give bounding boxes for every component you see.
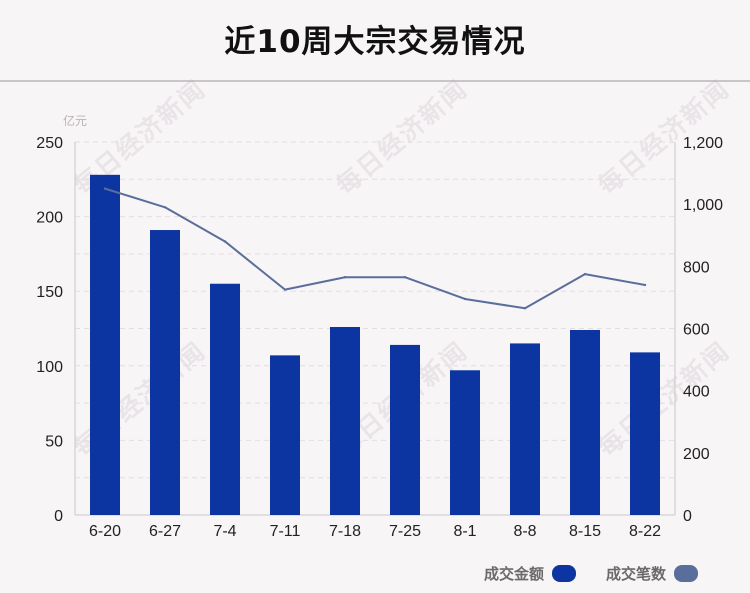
bar	[390, 344, 420, 515]
y-right-tick-label: 200	[683, 446, 710, 463]
count-point	[163, 206, 167, 209]
x-tick-label: 7-11	[270, 523, 301, 540]
count-point	[223, 240, 227, 243]
x-tick-label: 7-25	[389, 523, 421, 540]
bar	[150, 230, 180, 515]
count-point	[523, 307, 527, 310]
legend-count-swatch	[674, 565, 699, 582]
x-tick-label: 8-15	[569, 523, 601, 540]
y-left-tick-label: 200	[36, 210, 63, 227]
x-tick-label: 8-1	[453, 523, 476, 540]
count-point	[643, 283, 647, 287]
count-series-line	[104, 187, 646, 310]
x-tick-label: 8-8	[513, 523, 536, 540]
bar	[330, 327, 360, 515]
count-point	[403, 276, 407, 279]
y-left-tick-label: 50	[45, 433, 63, 450]
count-point	[343, 276, 347, 279]
y-left-unit-label: 亿元	[63, 113, 87, 128]
count-point	[463, 297, 467, 301]
y-left-tick-label: 250	[36, 135, 63, 152]
bar	[450, 370, 480, 515]
bar	[510, 343, 540, 515]
y-left-tick-label: 0	[54, 508, 63, 525]
y-left-tick-label: 100	[36, 359, 63, 376]
count-point	[583, 272, 587, 276]
x-tick-label: 7-18	[329, 523, 361, 540]
y-right-tick-label: 0	[683, 508, 692, 525]
x-tick-label: 7-4	[213, 523, 236, 540]
count-point	[283, 288, 287, 291]
x-tick-label: 8-22	[629, 523, 661, 540]
chart-title: 近10周大宗交易情况	[224, 24, 526, 60]
legend-amount-swatch	[552, 565, 577, 582]
y-right-tick-label: 1,000	[683, 197, 723, 214]
bar	[210, 283, 240, 515]
y-right-tick-label: 800	[683, 259, 710, 276]
y-left-tick-label: 150	[36, 284, 63, 301]
count-point	[103, 187, 107, 190]
bar	[270, 355, 300, 515]
x-tick-label: 6-20	[89, 523, 121, 540]
legend-amount-label: 成交金额	[484, 565, 545, 583]
bar	[630, 352, 660, 515]
y-right-tick-label: 400	[683, 384, 710, 401]
title-divider	[0, 80, 750, 82]
y-right-tick-label: 600	[683, 322, 710, 339]
bar	[90, 174, 120, 515]
bar	[570, 329, 600, 515]
x-tick-label: 6-27	[149, 523, 181, 540]
legend: 成交金额 成交笔数	[484, 563, 699, 584]
legend-count-label: 成交笔数	[606, 565, 667, 583]
y-right-tick-label: 1,200	[683, 135, 723, 152]
